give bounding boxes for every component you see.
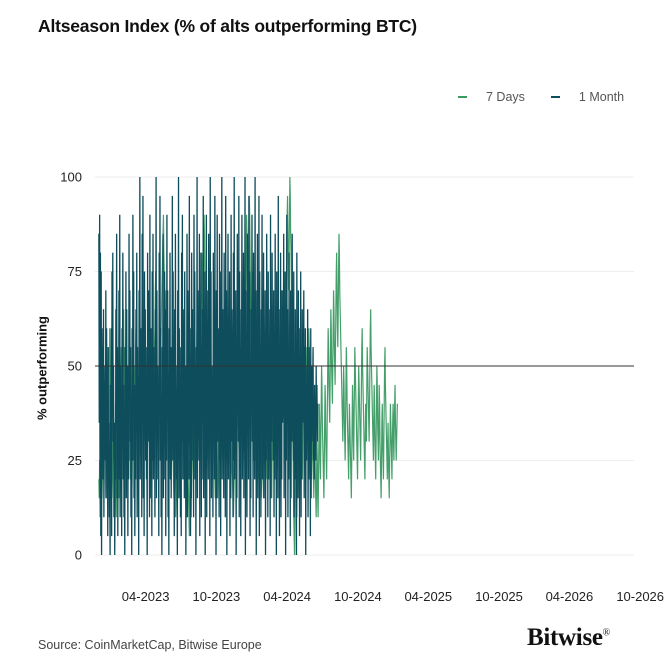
x-tick-label-10-2026: 10-2026 <box>616 589 664 604</box>
registered-mark: ® <box>602 627 611 639</box>
legend-swatch-1-month <box>550 96 560 98</box>
series-lines <box>98 176 398 556</box>
y-tick-label-75: 75 <box>68 264 82 279</box>
x-tick-label-10-2024: 10-2024 <box>334 589 382 604</box>
legend-item-1-month: 1 Month <box>550 90 625 104</box>
x-tick-labels: 04-2023 10-2023 04-2024 10-2024 04-2025 10-20… <box>122 589 664 604</box>
legend-label-7-days: 7 Days <box>486 90 525 104</box>
legend-item-7-days: 7 Days <box>458 90 525 104</box>
legend-swatch-7-days <box>458 96 467 98</box>
series-line-1-month <box>98 176 319 556</box>
y-tick-label-100: 100 <box>60 170 82 185</box>
chart-title: Altseason Index (% of alts outperforming… <box>38 16 417 36</box>
y-tick-label-25: 25 <box>68 453 82 468</box>
x-tick-label-04-2026: 04-2026 <box>546 589 594 604</box>
x-tick-label-04-2023: 04-2023 <box>122 589 170 604</box>
chart-legend: 7 Days 1 Month <box>458 90 624 104</box>
x-tick-label-04-2025: 04-2025 <box>404 589 452 604</box>
y-tick-label-0: 0 <box>75 548 82 563</box>
brand-name: Bitwise <box>527 624 603 651</box>
source-note: Source: CoinMarketCap, Bitwise Europe <box>38 638 262 652</box>
y-tick-labels: 0 25 50 75 100 <box>60 170 82 563</box>
y-tick-label-50: 50 <box>68 359 82 374</box>
bitwise-logo: Bitwise® <box>527 624 610 652</box>
x-tick-label-04-2024: 04-2024 <box>263 589 311 604</box>
legend-label-1-month: 1 Month <box>578 90 625 104</box>
x-tick-label-10-2023: 10-2023 <box>193 589 241 604</box>
x-tick-label-10-2025: 10-2025 <box>475 589 523 604</box>
